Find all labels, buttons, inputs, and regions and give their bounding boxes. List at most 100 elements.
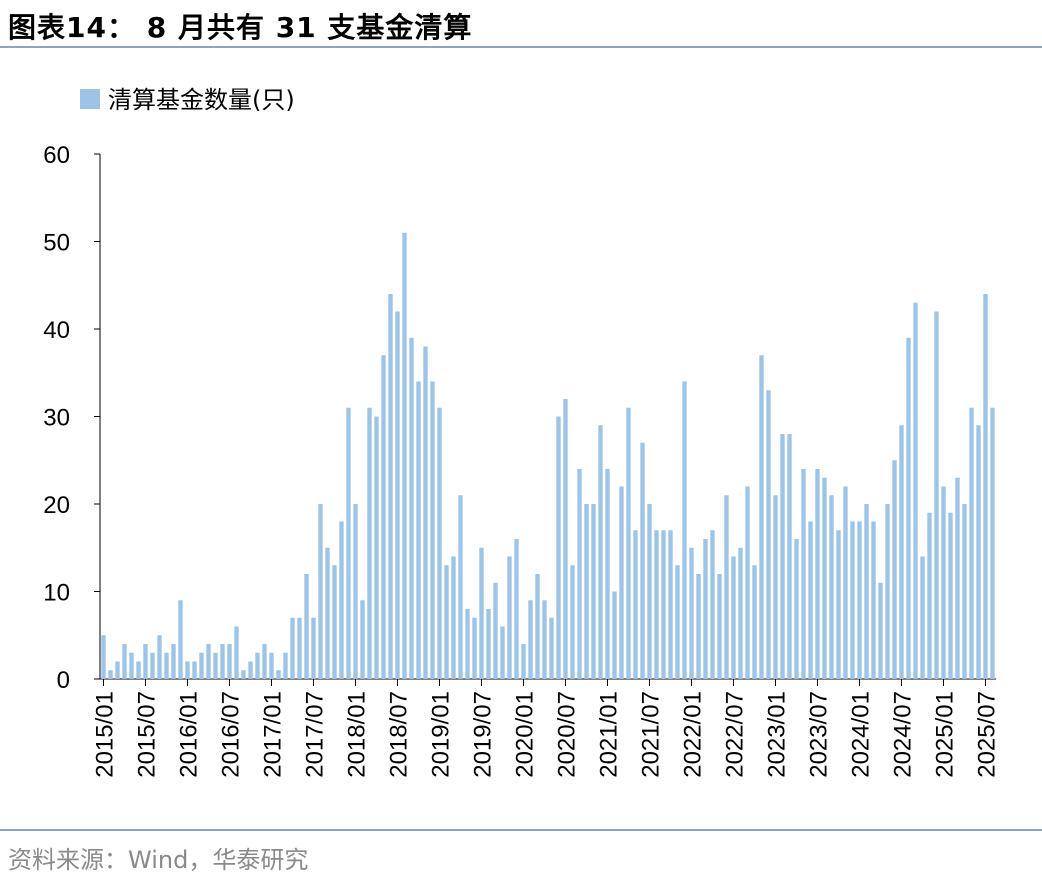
bar (731, 556, 736, 679)
bar (353, 504, 358, 679)
bar (248, 661, 253, 679)
bar (374, 416, 379, 679)
x-tick-label: 2019/01 (428, 691, 455, 778)
source-note: 资料来源：Wind，华泰研究 (8, 846, 309, 874)
bar (899, 425, 904, 679)
bar (479, 547, 484, 679)
bar (486, 609, 491, 679)
bar (402, 232, 407, 679)
bar (451, 556, 456, 679)
bar (255, 652, 260, 679)
y-tick-label: 10 (43, 580, 70, 607)
bar (213, 652, 218, 679)
bar (332, 565, 337, 679)
x-tick-label: 2018/07 (386, 691, 413, 778)
bar (696, 574, 701, 679)
bar (395, 311, 400, 679)
bar (563, 399, 568, 679)
bar (836, 530, 841, 679)
bar (633, 530, 638, 679)
bar (304, 574, 309, 679)
bar (542, 600, 547, 679)
x-ticks: 2015/01 2015/07 2016/01 2016/07 2017/01 2017/… (92, 679, 1001, 778)
bar (682, 381, 687, 679)
bar (360, 600, 365, 679)
bar (878, 582, 883, 679)
bar (283, 652, 288, 679)
x-tick-label: 2024/01 (848, 691, 875, 778)
bar (976, 425, 981, 679)
bar (129, 652, 134, 679)
x-tick-label: 2018/01 (344, 691, 371, 778)
bar (738, 547, 743, 679)
bar (934, 311, 939, 679)
x-tick-label: 2015/01 (92, 691, 119, 778)
bar (815, 469, 820, 679)
bar (318, 504, 323, 679)
bar (619, 486, 624, 679)
x-tick-label: 2016/01 (176, 691, 203, 778)
bar (178, 600, 183, 679)
bar (164, 652, 169, 679)
bar (458, 495, 463, 679)
bar (276, 670, 281, 679)
bar (591, 504, 596, 679)
footer-divider (0, 829, 1042, 831)
bar (808, 521, 813, 679)
bar (990, 407, 995, 679)
bar (689, 547, 694, 679)
bar (437, 407, 442, 679)
bar (423, 346, 428, 679)
bar (241, 670, 246, 679)
bar (717, 574, 722, 679)
bar (654, 530, 659, 679)
chart-title: 图表14： 8 月共有 31 支基金清算 (8, 11, 473, 44)
bar (927, 512, 932, 679)
bar (724, 495, 729, 679)
bar (472, 617, 477, 679)
bar (465, 609, 470, 679)
bar (745, 486, 750, 679)
x-tick-label: 2015/07 (134, 691, 161, 778)
bar (514, 539, 519, 679)
x-tick-label: 2022/07 (722, 691, 749, 778)
bar (913, 302, 918, 679)
bar (381, 355, 386, 679)
x-tick-label: 2020/07 (554, 691, 581, 778)
bar (262, 644, 267, 679)
y-tick-label: 40 (43, 317, 70, 344)
bar (150, 652, 155, 679)
bar (311, 617, 316, 679)
x-tick-label: 2023/01 (764, 691, 791, 778)
bar (556, 416, 561, 679)
bar (710, 530, 715, 679)
bar (528, 600, 533, 679)
bar (234, 626, 239, 679)
bar (122, 644, 127, 679)
bar (668, 530, 673, 679)
bar (843, 486, 848, 679)
bar (171, 644, 176, 679)
bar (430, 381, 435, 679)
bar (199, 652, 204, 679)
bar (906, 337, 911, 679)
x-tick-label: 2023/07 (806, 691, 833, 778)
bar (227, 644, 232, 679)
x-tick-label: 2021/07 (638, 691, 665, 778)
y-tick-label: 30 (43, 405, 70, 432)
bar (864, 504, 869, 679)
bar (136, 661, 141, 679)
bar (605, 469, 610, 679)
bar (444, 565, 449, 679)
bar (500, 626, 505, 679)
bar (570, 565, 575, 679)
bar (535, 574, 540, 679)
bar (598, 425, 603, 679)
x-tick-label: 2021/01 (596, 691, 623, 778)
bar (507, 556, 512, 679)
bar (367, 407, 372, 679)
bar (220, 644, 225, 679)
bar (269, 652, 274, 679)
bar (325, 547, 330, 679)
